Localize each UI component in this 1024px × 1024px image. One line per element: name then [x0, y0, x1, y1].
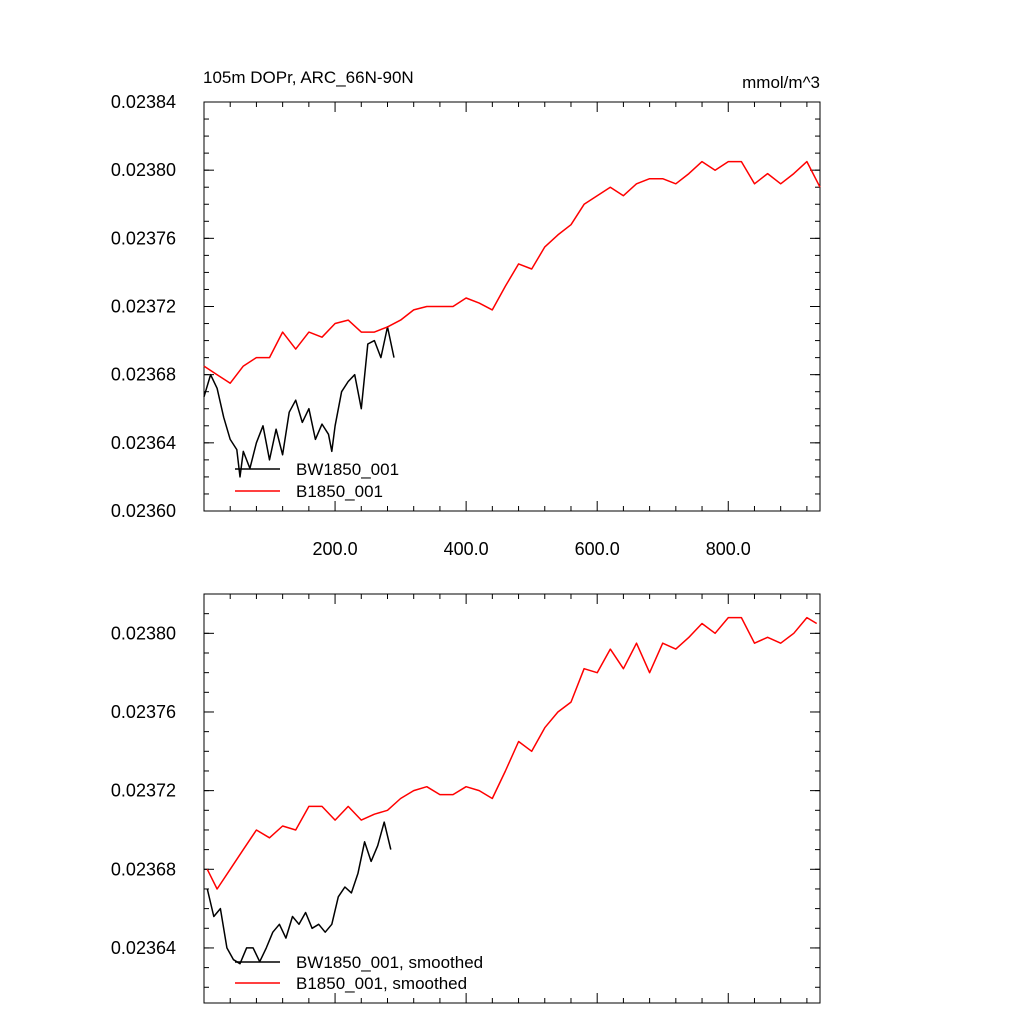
y-tick-label: 0.02376 [111, 228, 176, 248]
series-line-bw1850-001 [203, 326, 395, 478]
x-tick-label: 200.0 [313, 539, 358, 559]
y-tick-label: 0.02376 [111, 702, 176, 722]
legend-label-bw1850: BW1850_001 [296, 460, 399, 479]
y-tick-label: 0.02368 [111, 859, 176, 879]
y-tick-label: 0.02368 [111, 365, 176, 385]
y-tick-label: 0.02360 [111, 501, 176, 521]
legend-label-b1850-smoothed: B1850_001, smoothed [296, 974, 467, 993]
bottom-plot-frame [203, 593, 821, 1004]
bottom-panel: 0.02364 0.02368 0.02372 0.02376 0.02380 BW18… [111, 593, 821, 1004]
legend-label-bw1850-smoothed: BW1850_001, smoothed [296, 953, 483, 972]
top-plot-frame [203, 101, 821, 512]
top-chart-title: 105m DOPr, ARC_66N-90N [203, 68, 414, 87]
top-series [203, 160, 821, 478]
bottom-series [206, 616, 818, 965]
top-panel: 105m DOPr, ARC_66N-90N mmol/m^3 200.0 400… [111, 68, 821, 559]
series-line-b1850-001 [203, 160, 821, 384]
y-tick-label: 0.02384 [111, 92, 176, 112]
top-legend: BW1850_001 B1850_001 [235, 460, 399, 501]
y-tick-label: 0.02380 [111, 623, 176, 643]
y-tick-label: 0.02364 [111, 938, 176, 958]
x-tick-label: 400.0 [444, 539, 489, 559]
bottom-axes: 0.02364 0.02368 0.02372 0.02376 0.02380 [111, 593, 820, 1003]
y-tick-label: 0.02364 [111, 433, 176, 453]
top-axes: 200.0 400.0 600.0 800.0 0.02360 0.02364 0.0236… [111, 92, 820, 559]
x-tick-label: 800.0 [706, 539, 751, 559]
top-chart-units: mmol/m^3 [742, 73, 820, 92]
y-tick-label: 0.02372 [111, 781, 176, 801]
legend-label-b1850: B1850_001 [296, 482, 383, 501]
series-line-b1850-001-smoothed [206, 616, 818, 890]
series-line-bw1850-001-smoothed [206, 821, 392, 965]
y-tick-label: 0.02372 [111, 297, 176, 317]
y-tick-label: 0.02380 [111, 160, 176, 180]
bottom-legend: BW1850_001, smoothed B1850_001, smoothed [235, 953, 483, 993]
x-tick-label: 600.0 [575, 539, 620, 559]
